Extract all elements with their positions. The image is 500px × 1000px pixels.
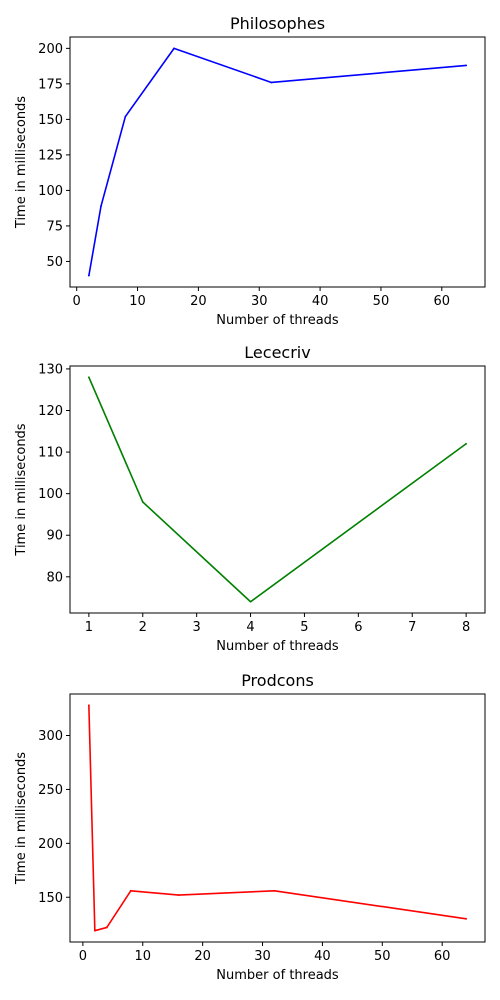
- y-tick-label: 250: [38, 783, 63, 798]
- x-axis-label: Number of threads: [216, 313, 339, 328]
- y-axis-label: Time in milliseconds: [14, 96, 29, 229]
- x-tick-label: 5: [300, 620, 308, 635]
- x-tick-label: 8: [462, 620, 470, 635]
- x-tick-label: 20: [190, 294, 207, 309]
- x-tick-label: 30: [251, 294, 268, 309]
- y-tick-label: 100: [38, 184, 63, 199]
- data-point: [93, 929, 96, 932]
- x-tick-label: 4: [246, 620, 254, 635]
- x-tick-label: 0: [73, 294, 81, 309]
- chart-panel-1: Philosophes 0 10 20 30 40 50 60 50 75 100 125 150 175…: [14, 14, 486, 328]
- y-tick-label: 90: [46, 529, 63, 544]
- data-point: [87, 274, 90, 277]
- chart-panel-2: Lececriv 1 2 3 4 5 6 7 8 80 90 100 110 120 130 Number o…: [14, 343, 486, 654]
- chart-title: Philosophes: [230, 14, 325, 33]
- x-tick-label: 60: [434, 949, 451, 964]
- y-tick-label: 100: [38, 487, 63, 502]
- x-tick-label: 40: [312, 294, 329, 309]
- data-point: [105, 926, 108, 929]
- x-axis-label: Number of threads: [216, 639, 339, 654]
- data-point: [87, 704, 90, 707]
- data-point: [87, 376, 90, 379]
- x-tick-label: 7: [408, 620, 416, 635]
- x-tick-label: 10: [134, 949, 151, 964]
- x-tick-label: 3: [193, 620, 201, 635]
- y-tick-label: 125: [38, 148, 63, 163]
- data-point: [177, 894, 180, 896]
- series-line: [88, 376, 467, 603]
- x-tick-label: 50: [373, 294, 390, 309]
- x-tick-label: 1: [85, 620, 93, 635]
- y-tick-label: 150: [38, 891, 63, 906]
- y-tick-label: 75: [46, 219, 63, 234]
- y-tick-label: 300: [38, 729, 63, 744]
- data-point: [124, 115, 127, 118]
- y-tick-label: 50: [46, 255, 63, 270]
- data-point: [100, 205, 102, 207]
- y-tick-label: 200: [38, 837, 63, 852]
- x-tick-label: 40: [314, 949, 331, 964]
- plot-frame: [69, 36, 486, 288]
- chart-title: Lececriv: [244, 343, 310, 362]
- series-line: [88, 705, 467, 932]
- y-tick-label: 175: [38, 77, 63, 92]
- data-point: [465, 917, 468, 920]
- x-tick-label: 10: [129, 294, 146, 309]
- data-point: [465, 442, 468, 445]
- x-tick-label: 0: [79, 949, 87, 964]
- y-axis-label: Time in milliseconds: [14, 752, 29, 885]
- plot-frame: [69, 365, 486, 614]
- data-point: [273, 889, 276, 892]
- y-tick-label: 130: [38, 362, 63, 377]
- x-axis-label: Number of threads: [216, 968, 339, 983]
- x-tick-label: 6: [354, 620, 362, 635]
- x-tick-label: 50: [374, 949, 391, 964]
- chart-title: Prodcons: [241, 671, 314, 690]
- data-point: [129, 889, 132, 892]
- x-tick-label: 2: [139, 620, 147, 635]
- chart-panel-3: Prodcons 0 10 20 30 40 50 60 150 200 250 300 Number …: [14, 671, 486, 983]
- data-point: [249, 600, 252, 603]
- y-tick-label: 200: [38, 42, 63, 57]
- data-point: [465, 64, 468, 67]
- y-axis-label: Time in milliseconds: [14, 423, 29, 556]
- data-point: [270, 81, 273, 84]
- y-tick-label: 110: [38, 446, 63, 461]
- x-tick-label: 60: [434, 294, 451, 309]
- y-tick-label: 80: [46, 570, 63, 585]
- plot-frame: [69, 693, 486, 943]
- y-tick-label: 120: [38, 404, 63, 419]
- series-line: [88, 47, 467, 276]
- x-tick-label: 30: [254, 949, 271, 964]
- data-point: [173, 47, 175, 50]
- x-tick-label: 20: [194, 949, 211, 964]
- data-point: [141, 501, 144, 503]
- y-tick-label: 150: [38, 113, 63, 128]
